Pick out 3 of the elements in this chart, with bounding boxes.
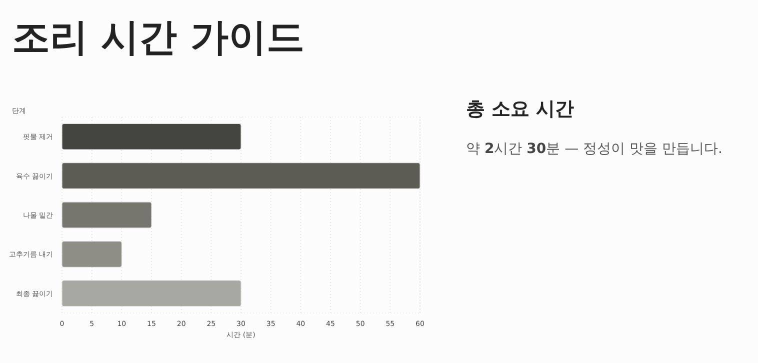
text: 약 2시간 30분 — 정성이 맛을 만듭니다. [466,140,722,158]
chart-title: 조리 시간 가이드 [12,14,304,61]
text: 총 소요 시간 [466,97,576,122]
